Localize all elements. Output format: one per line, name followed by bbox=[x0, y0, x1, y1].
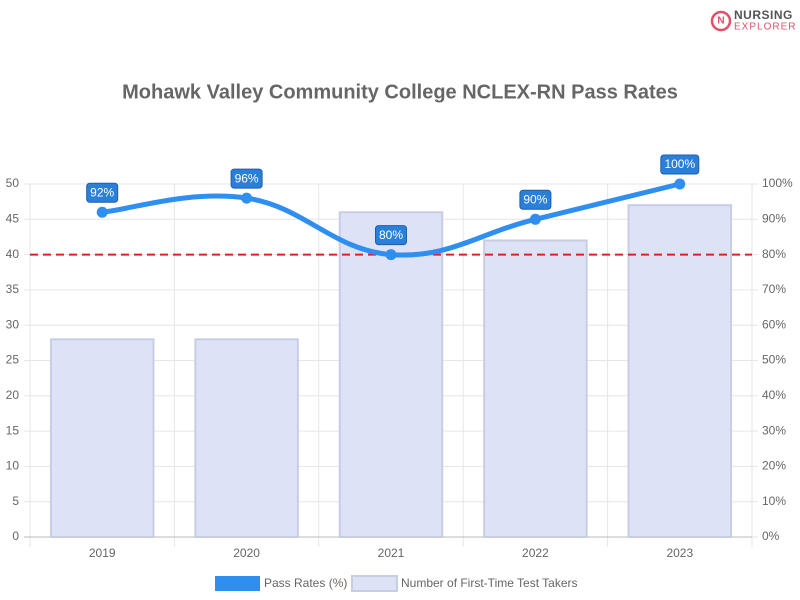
bar bbox=[49, 338, 155, 538]
y-tick-label: 0 bbox=[12, 529, 19, 543]
value-label: 100% bbox=[664, 157, 695, 171]
y2-tick-label: 40% bbox=[762, 388, 786, 402]
y2-tick-label: 60% bbox=[762, 317, 786, 331]
y2-tick-label: 20% bbox=[762, 459, 786, 473]
legend-swatch bbox=[351, 575, 398, 592]
y2-tick-label: 50% bbox=[762, 353, 786, 367]
y-tick-label: 50 bbox=[6, 176, 20, 190]
point bbox=[529, 213, 541, 225]
y-tick-label: 30 bbox=[6, 317, 20, 331]
y-tick-label: 25 bbox=[6, 353, 20, 367]
legend-label: Number of First-Time Test Takers bbox=[401, 576, 577, 590]
y2-tick-label: 100% bbox=[762, 176, 793, 190]
x-tick-label: 2020 bbox=[233, 546, 260, 560]
value-label-box bbox=[660, 154, 700, 175]
logo: N NURSING EXPLORER bbox=[710, 8, 796, 33]
value-label-box bbox=[86, 182, 119, 203]
logo-icon-letter: N bbox=[717, 16, 724, 27]
point bbox=[96, 206, 108, 218]
value-label-box bbox=[519, 189, 552, 210]
y-tick-label: 35 bbox=[6, 282, 20, 296]
bar bbox=[338, 211, 444, 539]
chart-title: Mohawk Valley Community College NCLEX-RN… bbox=[122, 81, 678, 103]
logo-text: EXPLORER bbox=[734, 22, 796, 33]
x-tick-label: 2021 bbox=[378, 546, 405, 560]
legend-swatch bbox=[215, 576, 260, 591]
x-tick-label: 2023 bbox=[666, 546, 693, 560]
value-label: 80% bbox=[379, 228, 403, 242]
y2-tick-label: 0% bbox=[762, 529, 780, 543]
value-label: 92% bbox=[90, 185, 114, 199]
y-tick-label: 20 bbox=[6, 388, 20, 402]
value-label: 96% bbox=[235, 171, 259, 185]
y-tick-label: 15 bbox=[6, 423, 20, 437]
logo-text: NURSING bbox=[734, 8, 793, 22]
y-tick-label: 5 bbox=[12, 494, 19, 508]
y2-tick-label: 70% bbox=[762, 282, 786, 296]
legend-label: Pass Rates (%) bbox=[264, 576, 347, 590]
y2-tick-label: 10% bbox=[762, 494, 786, 508]
bar bbox=[194, 338, 299, 538]
point bbox=[385, 249, 397, 261]
bar bbox=[627, 204, 733, 538]
point bbox=[674, 178, 686, 190]
value-label-box bbox=[230, 168, 263, 189]
logo-icon bbox=[710, 10, 732, 32]
value-label: 90% bbox=[523, 192, 547, 206]
point bbox=[241, 192, 253, 204]
bar bbox=[483, 239, 588, 538]
y-tick-label: 10 bbox=[6, 459, 20, 473]
value-label-box bbox=[375, 225, 407, 246]
y2-tick-label: 30% bbox=[762, 423, 786, 437]
y-tick-label: 45 bbox=[6, 211, 20, 225]
x-tick-label: 2022 bbox=[522, 546, 549, 560]
x-tick-label: 2019 bbox=[89, 546, 116, 560]
y2-tick-label: 90% bbox=[762, 211, 786, 225]
y-tick-label: 40 bbox=[6, 247, 20, 261]
y2-tick-label: 80% bbox=[762, 247, 786, 261]
